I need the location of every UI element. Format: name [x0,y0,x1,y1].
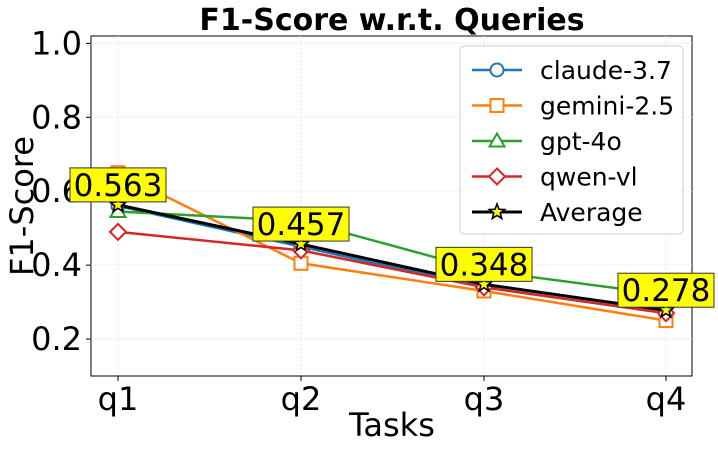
legend-entry: claude-3.7 [472,56,672,85]
legend-marker [487,201,507,221]
series-line [117,210,667,296]
chart-title: F1-Score w.r.t. Queries [199,3,584,38]
legend-label: gpt-4o [540,127,622,156]
legend-marker [487,167,507,186]
y-tick-label: 0.2 [31,320,82,358]
annotation-label: 0.563 [74,168,163,204]
legend-entry: gpt-4o [472,127,622,156]
legend-marker [489,62,505,78]
legend-entry: qwen-vl [472,163,638,192]
legend: claude-3.7 gemini-2.5 gpt-4o qwen-vl Average [459,45,684,235]
average-annotations: 0.563 0.457 0.348 0.278 [69,167,715,309]
y-tick-label: 1.0 [31,24,82,62]
legend-entry: Average [472,198,643,227]
annotation: 0.457 [252,206,350,243]
legend-marker [487,131,507,148]
annotation: 0.348 [435,246,533,283]
annotation-box [435,246,533,282]
series-line [117,171,667,322]
annotation: 0.278 [617,272,715,309]
legend-label: Average [540,198,643,227]
series-qwen-vl [108,222,676,323]
y-axis-label: F1-Score [3,136,41,276]
legend-label: gemini-2.5 [540,92,674,121]
annotation-label: 0.457 [257,207,346,243]
legend-label: qwen-vl [540,163,638,192]
axis-ticks: 0.20.40.60.81.0q1 q2 q3 q4 [31,24,686,418]
annotation-box [617,272,715,308]
annotation-box [252,206,350,242]
legend-entry: gemini-2.5 [472,92,674,121]
data-point [108,222,128,242]
y-tick-label: 0.4 [31,246,82,284]
legend-label: claude-3.7 [540,56,672,85]
x-tick-label: q1 [98,380,139,418]
legend-marker [489,98,505,113]
series-line [117,203,667,312]
x-tick-label: q3 [464,380,505,418]
series-line [117,230,667,315]
annotation-label: 0.348 [440,247,529,283]
legend-box [459,45,684,235]
x-tick-label: q4 [646,380,687,418]
annotation: 0.563 [69,167,167,204]
x-tick-label: q2 [281,380,322,418]
annotation-label: 0.278 [622,273,711,309]
y-tick-label: 0.8 [31,98,82,136]
plot-area [90,35,693,377]
x-axis-label: Tasks [348,406,435,444]
annotation-box [69,167,167,203]
